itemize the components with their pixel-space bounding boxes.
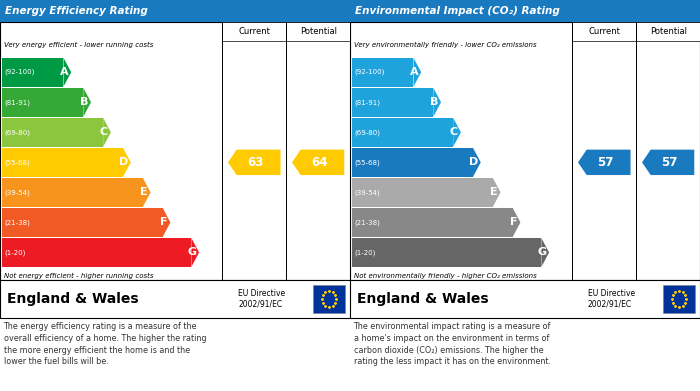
Polygon shape: [433, 88, 441, 117]
Bar: [351, 148, 473, 177]
Polygon shape: [83, 88, 91, 117]
Text: (1-20): (1-20): [354, 249, 376, 256]
Text: D: D: [469, 157, 478, 167]
Bar: [351, 58, 414, 87]
Polygon shape: [162, 208, 170, 237]
Text: Very environmentally friendly - lower CO₂ emissions: Very environmentally friendly - lower CO…: [354, 42, 536, 48]
Text: 57: 57: [597, 156, 614, 169]
Bar: [0, 280, 350, 318]
Text: A: A: [60, 67, 69, 77]
Text: Not environmentally friendly - higher CO₂ emissions: Not environmentally friendly - higher CO…: [354, 273, 536, 279]
Text: The energy efficiency rating is a measure of the
overall efficiency of a home. T: The energy efficiency rating is a measur…: [4, 322, 206, 366]
Bar: [1, 208, 162, 237]
Text: (92-100): (92-100): [354, 69, 384, 75]
Polygon shape: [642, 150, 694, 175]
Polygon shape: [473, 148, 481, 177]
Bar: [1, 58, 64, 87]
Text: Not energy efficient - higher running costs: Not energy efficient - higher running co…: [4, 273, 153, 279]
Polygon shape: [292, 150, 344, 175]
Text: F: F: [510, 217, 517, 228]
Text: F: F: [160, 217, 167, 228]
Bar: [350, 0, 700, 22]
Text: (39-54): (39-54): [354, 189, 380, 196]
Bar: [0, 22, 350, 280]
Bar: [573, 22, 636, 41]
Text: 63: 63: [247, 156, 264, 169]
Text: D: D: [119, 157, 128, 167]
Text: Current: Current: [588, 27, 620, 36]
Polygon shape: [64, 58, 71, 87]
Text: (92-100): (92-100): [4, 69, 34, 75]
Text: (55-68): (55-68): [354, 159, 380, 166]
Text: 64: 64: [312, 156, 328, 169]
Bar: [350, 22, 700, 280]
Bar: [1, 238, 191, 267]
Text: (69-80): (69-80): [354, 129, 380, 136]
Bar: [1, 178, 143, 207]
Bar: [351, 88, 433, 117]
Text: 57: 57: [662, 156, 678, 169]
Text: B: B: [80, 97, 88, 107]
Bar: [1, 148, 123, 177]
Bar: [1, 118, 103, 147]
Polygon shape: [541, 238, 549, 267]
Text: C: C: [450, 127, 458, 137]
Bar: [351, 238, 541, 267]
Bar: [223, 22, 286, 41]
Text: The environmental impact rating is a measure of
a home's impact on the environme: The environmental impact rating is a mea…: [354, 322, 551, 366]
Polygon shape: [191, 238, 199, 267]
Bar: [351, 178, 493, 207]
Bar: [1, 88, 83, 117]
Polygon shape: [103, 118, 111, 147]
Text: Potential: Potential: [300, 27, 337, 36]
Polygon shape: [143, 178, 150, 207]
Text: Current: Current: [238, 27, 270, 36]
Text: (55-68): (55-68): [4, 159, 30, 166]
Bar: [350, 280, 700, 318]
Bar: [286, 22, 350, 41]
Polygon shape: [123, 148, 131, 177]
Text: EU Directive
2002/91/EC: EU Directive 2002/91/EC: [238, 289, 285, 309]
Text: England & Wales: England & Wales: [7, 292, 139, 306]
Polygon shape: [414, 58, 421, 87]
Text: E: E: [490, 187, 498, 197]
Polygon shape: [512, 208, 520, 237]
Text: (21-38): (21-38): [354, 219, 380, 226]
Text: (21-38): (21-38): [4, 219, 30, 226]
Text: (39-54): (39-54): [4, 189, 30, 196]
Text: EU Directive
2002/91/EC: EU Directive 2002/91/EC: [588, 289, 635, 309]
Text: Very energy efficient - lower running costs: Very energy efficient - lower running co…: [4, 42, 153, 48]
Text: Potential: Potential: [650, 27, 687, 36]
Text: G: G: [187, 248, 196, 257]
Text: C: C: [100, 127, 108, 137]
Text: Environmental Impact (CO₂) Rating: Environmental Impact (CO₂) Rating: [355, 6, 560, 16]
Text: (69-80): (69-80): [4, 129, 30, 136]
Bar: [664, 285, 694, 313]
Bar: [636, 22, 700, 41]
Bar: [314, 285, 344, 313]
Text: (81-91): (81-91): [4, 99, 30, 106]
Text: A: A: [410, 67, 419, 77]
Text: G: G: [537, 248, 546, 257]
Text: Energy Efficiency Rating: Energy Efficiency Rating: [6, 6, 148, 16]
Bar: [351, 208, 512, 237]
Polygon shape: [228, 150, 281, 175]
Polygon shape: [493, 178, 500, 207]
Text: E: E: [140, 187, 148, 197]
Text: (81-91): (81-91): [354, 99, 380, 106]
Text: England & Wales: England & Wales: [357, 292, 489, 306]
Text: (1-20): (1-20): [4, 249, 26, 256]
Bar: [0, 0, 350, 22]
Text: B: B: [430, 97, 438, 107]
Polygon shape: [578, 150, 631, 175]
Polygon shape: [453, 118, 461, 147]
Bar: [351, 118, 453, 147]
